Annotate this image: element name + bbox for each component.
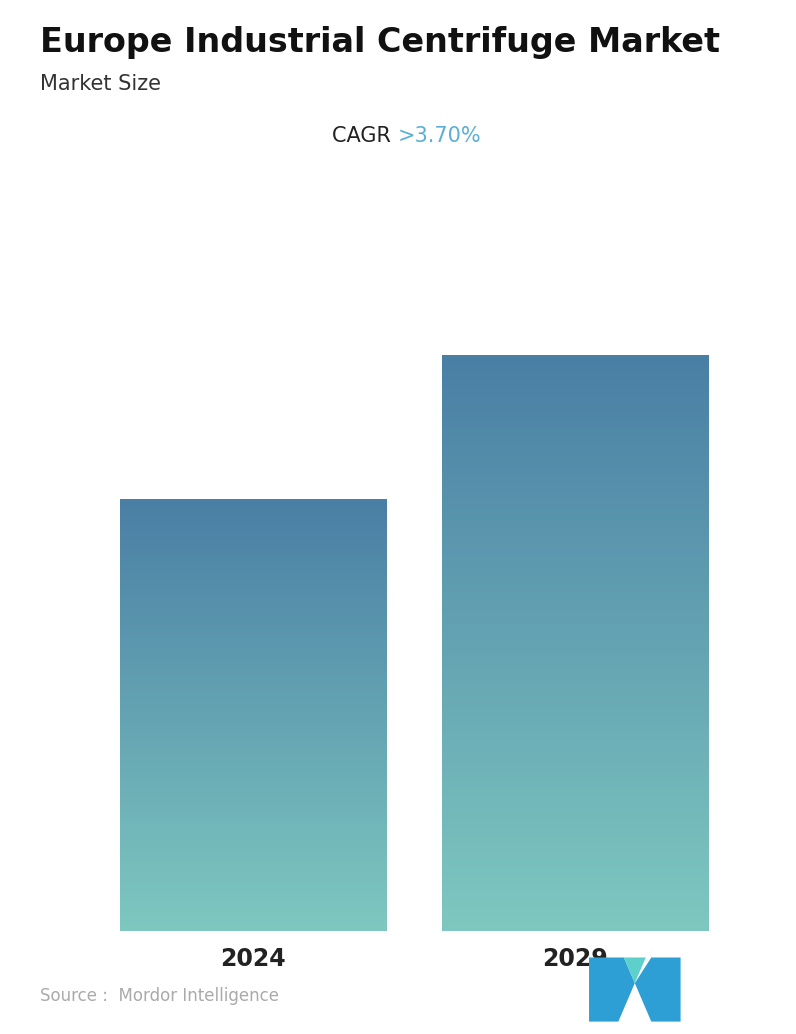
Text: >3.70%: >3.70% [398, 126, 482, 146]
Text: Europe Industrial Centrifuge Market: Europe Industrial Centrifuge Market [40, 26, 720, 59]
Text: CAGR: CAGR [333, 126, 398, 146]
Text: Source :  Mordor Intelligence: Source : Mordor Intelligence [40, 987, 279, 1005]
Text: Market Size: Market Size [40, 74, 161, 94]
